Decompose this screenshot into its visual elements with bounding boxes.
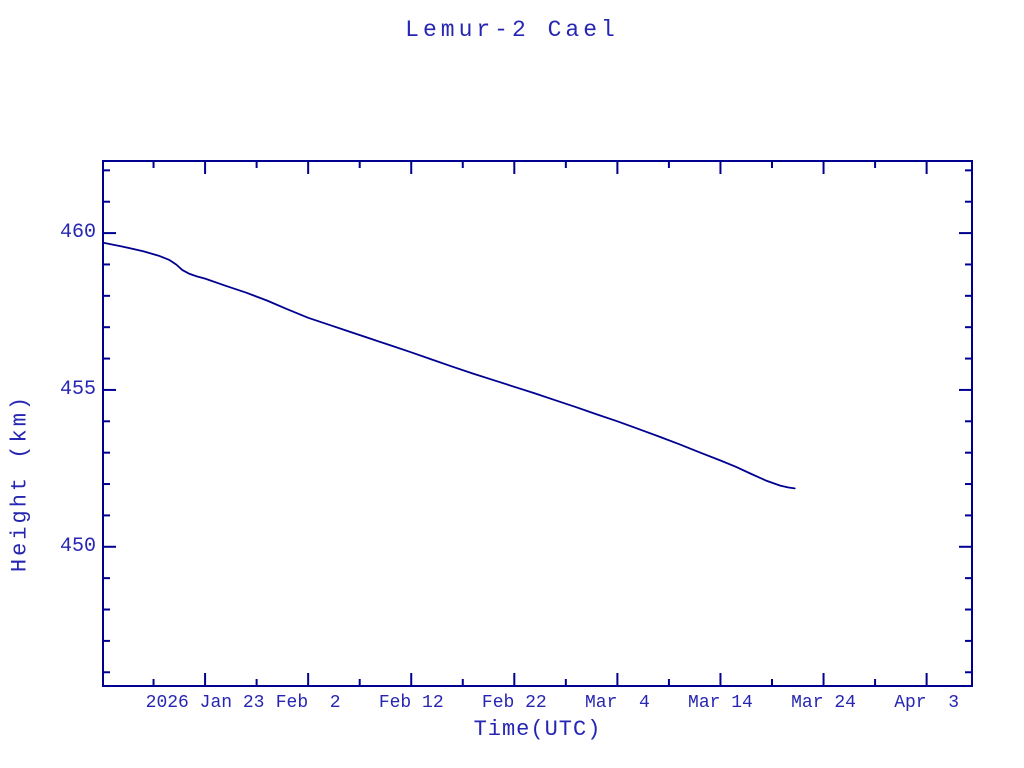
x-tick-label: Feb 2 bbox=[275, 693, 341, 713]
x-tick-label: Apr 3 bbox=[894, 693, 960, 713]
plot-area bbox=[101, 160, 973, 687]
x-tick-label: Mar 24 bbox=[791, 693, 856, 713]
y-tick-label: 450 bbox=[59, 534, 96, 558]
x-axis-title: Time(UTC) bbox=[473, 717, 602, 742]
x-tick-label: Mar 4 bbox=[584, 693, 650, 713]
y-tick-label: 460 bbox=[59, 221, 96, 245]
x-tick-label: 2026 Jan 23 bbox=[145, 693, 265, 713]
x-tick-label: Feb 22 bbox=[481, 693, 547, 713]
orbit-height-line bbox=[101, 241, 796, 490]
x-tick-label: Mar 14 bbox=[688, 693, 753, 713]
plot-frame bbox=[102, 160, 973, 687]
y-tick-label: 455 bbox=[59, 377, 96, 401]
x-tick-label: Feb 12 bbox=[378, 693, 444, 713]
plot-svg bbox=[101, 160, 973, 687]
chart-title: Lemur-2 Cael bbox=[405, 17, 619, 43]
